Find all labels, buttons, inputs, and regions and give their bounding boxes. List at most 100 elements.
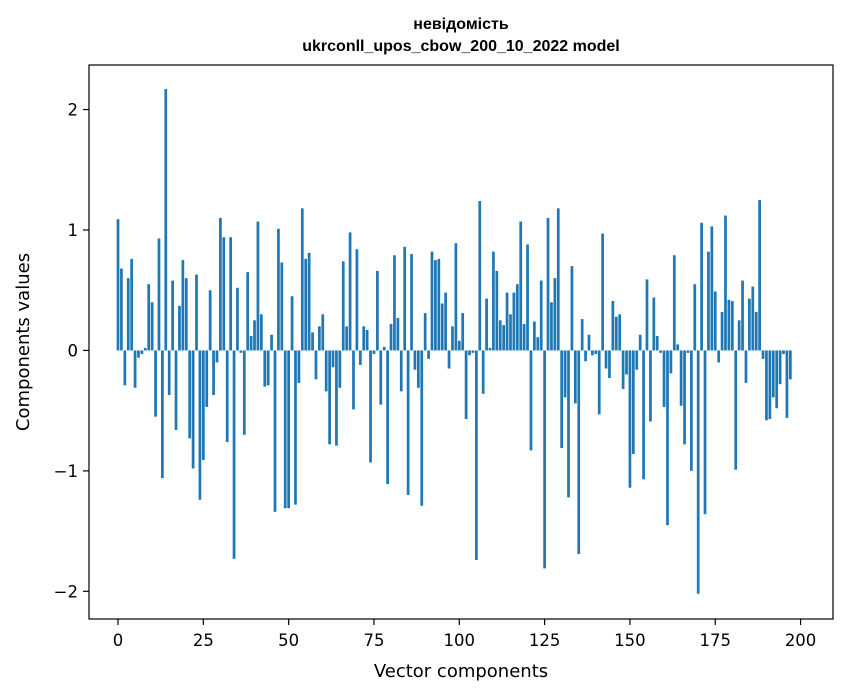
bar	[608, 350, 611, 379]
bar	[331, 350, 335, 368]
x-tick-label: 0	[113, 631, 124, 650]
bar	[625, 350, 628, 375]
bar	[294, 350, 297, 505]
bar	[754, 311, 758, 351]
bar	[372, 350, 376, 355]
bar	[427, 350, 430, 359]
bar	[273, 350, 277, 512]
bar	[454, 243, 458, 351]
bar	[178, 305, 181, 351]
bar	[601, 233, 604, 351]
bar	[225, 350, 229, 442]
bar	[348, 232, 352, 351]
x-tick-label: 100	[444, 631, 476, 650]
bar	[201, 350, 205, 461]
bar	[403, 246, 407, 351]
bar	[710, 226, 714, 351]
chart-subtitle: ukrconll_upos_cbow_200_10_2022 model	[302, 38, 619, 55]
bar	[737, 320, 741, 351]
bar	[215, 350, 219, 363]
bar	[597, 350, 601, 415]
bar	[533, 321, 536, 351]
bar	[775, 350, 779, 409]
bar	[700, 222, 703, 351]
bar	[591, 350, 594, 356]
bar	[161, 350, 164, 479]
bar	[232, 350, 236, 559]
bar	[464, 350, 468, 420]
bar	[556, 208, 560, 351]
bar	[631, 350, 635, 454]
bar	[512, 292, 516, 351]
bar	[748, 298, 751, 351]
bar	[413, 350, 417, 370]
bar	[328, 350, 331, 445]
bar	[468, 350, 471, 356]
bar	[167, 350, 171, 395]
bar	[208, 290, 212, 351]
y-axis-label: Components values	[13, 253, 34, 431]
bar	[778, 350, 782, 385]
bar	[451, 326, 454, 351]
bar	[519, 221, 523, 351]
y-tick-label: −2	[54, 582, 78, 601]
bar	[474, 350, 478, 560]
bar	[536, 337, 540, 351]
bar	[788, 350, 792, 380]
bar	[318, 326, 321, 351]
bar	[642, 350, 645, 480]
bar	[266, 350, 270, 386]
bar	[638, 334, 642, 351]
bar	[116, 219, 120, 351]
bar	[311, 332, 314, 351]
bar	[222, 237, 226, 351]
bar	[314, 350, 318, 380]
bar	[679, 350, 683, 406]
x-tick-label: 150	[614, 631, 646, 650]
bar	[584, 350, 587, 362]
bar	[341, 261, 345, 351]
x-tick-label: 25	[193, 631, 214, 650]
bar	[379, 350, 383, 405]
bar	[345, 326, 349, 351]
y-tick-label: 1	[68, 221, 79, 240]
bar	[434, 260, 437, 351]
bar	[621, 350, 625, 389]
bar	[259, 314, 263, 351]
bar	[338, 350, 342, 388]
bar	[676, 344, 680, 351]
x-tick-label: 75	[363, 631, 384, 650]
bar	[188, 350, 192, 439]
bar	[717, 350, 721, 363]
bar	[481, 350, 485, 394]
bars-group	[116, 89, 792, 594]
bar	[270, 334, 273, 351]
bar	[140, 350, 144, 355]
bar	[611, 301, 615, 351]
bar	[509, 314, 512, 351]
bar	[495, 270, 499, 351]
bar	[205, 350, 209, 408]
bar	[256, 221, 260, 351]
bar	[741, 280, 744, 351]
bar	[236, 287, 239, 351]
bar	[618, 314, 622, 351]
bar	[447, 350, 451, 369]
bar	[765, 350, 768, 421]
bar	[734, 350, 738, 470]
bar	[283, 350, 287, 509]
bar	[212, 350, 215, 395]
bar	[713, 291, 717, 351]
bar	[563, 350, 567, 398]
bar	[157, 238, 161, 351]
bar	[369, 350, 372, 463]
bar	[696, 350, 700, 594]
x-axis-label: Vector components	[374, 661, 548, 682]
plot-area-frame	[88, 64, 834, 620]
bar	[191, 350, 195, 469]
bar	[389, 323, 393, 351]
bar	[147, 284, 151, 351]
bar	[263, 350, 267, 387]
